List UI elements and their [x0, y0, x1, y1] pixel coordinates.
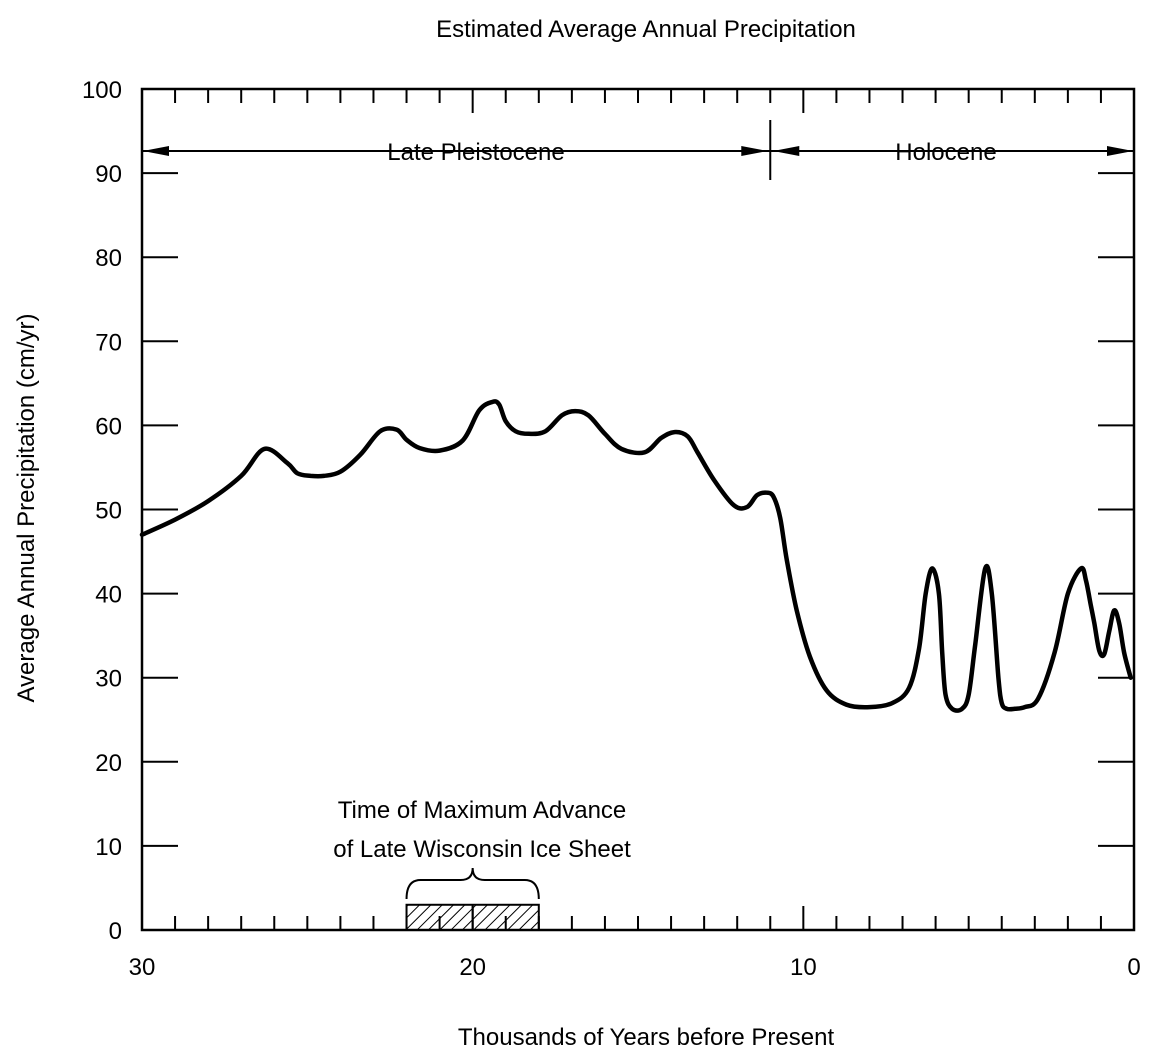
ice-sheet-brace — [405, 867, 540, 900]
x-tick-label: 10 — [790, 954, 817, 981]
axis-ticks — [141, 88, 1135, 931]
chart-title: Estimated Average Annual Precipitation — [436, 16, 856, 43]
y-tick-label: 50 — [95, 498, 122, 525]
period-arrowhead — [741, 146, 768, 156]
period-label-holocene: Holocene — [895, 139, 996, 166]
plot-border — [140, 87, 1136, 932]
x-tick-label: 20 — [459, 954, 486, 981]
ice-sheet-label-line1: Time of Maximum Advance — [338, 797, 627, 824]
y-tick-label: 40 — [95, 582, 122, 609]
ice-sheet-annotation: Time of Maximum Advance of Late Wisconsi… — [333, 797, 631, 932]
period-arrowhead — [773, 146, 800, 156]
x-axis-title: Thousands of Years before Present — [458, 1024, 835, 1051]
precipitation-series-line — [139, 399, 1133, 713]
y-tick-label: 20 — [95, 750, 122, 777]
period-arrowhead — [1107, 146, 1133, 156]
y-tick-label: 90 — [95, 161, 122, 188]
period-arrowhead — [143, 146, 169, 156]
y-axis-title: Average Annual Precipitation (cm/yr) — [13, 313, 40, 702]
x-tick-label: 0 — [1127, 954, 1140, 981]
y-tick-label: 10 — [95, 834, 122, 861]
y-tick-label: 70 — [95, 329, 122, 356]
plot-frame — [140, 87, 1136, 932]
y-tick-label: 0 — [109, 918, 122, 945]
ice-sheet-label-line2: of Late Wisconsin Ice Sheet — [333, 836, 631, 863]
x-tick-label: 30 — [129, 954, 156, 981]
y-tick-label: 100 — [82, 77, 122, 104]
period-label-late-pleistocene: Late Pleistocene — [387, 139, 564, 166]
y-tick-label: 60 — [95, 413, 122, 440]
y-tick-label: 30 — [95, 666, 122, 693]
period-annotations: Late Pleistocene Holocene — [142, 120, 1134, 180]
y-tick-label: 80 — [95, 245, 122, 272]
